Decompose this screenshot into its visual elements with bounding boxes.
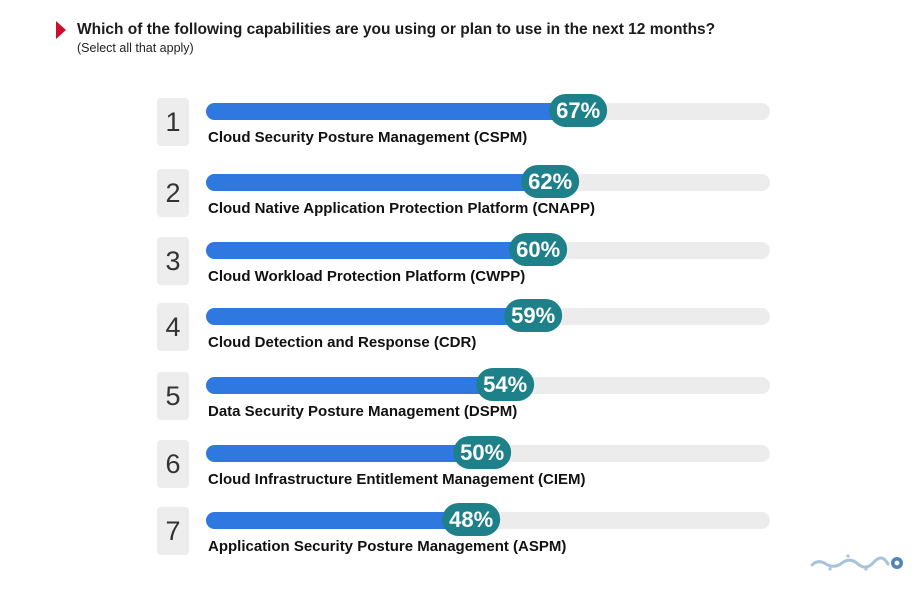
bar: [206, 242, 544, 259]
category-label: Cloud Detection and Response (CDR): [208, 334, 477, 351]
bar-row: 1 67% Cloud Security Posture Management (C…: [0, 94, 924, 158]
value-label: 48%: [442, 503, 501, 536]
category-label: Data Security Posture Management (DSPM): [208, 403, 518, 420]
rank-number: 5: [157, 372, 189, 420]
rank-number: 6: [157, 440, 189, 488]
bar-row: 6 50% Cloud Infrastructure Entitlement Man…: [0, 436, 924, 500]
chart-subtitle: (Select all that apply): [77, 41, 194, 55]
value-label: 54%: [476, 368, 535, 401]
bar: [206, 308, 539, 325]
value-label: 60%: [509, 233, 568, 266]
bar-row: 7 48% Application Security Posture Managem…: [0, 503, 924, 567]
rank-number: 3: [157, 237, 189, 285]
category-label: Cloud Infrastructure Entitlement Managem…: [208, 471, 586, 488]
rank-number: 4: [157, 303, 189, 351]
bar: [206, 512, 477, 529]
watermark-logo-icon: [810, 554, 903, 571]
bar: [206, 174, 556, 191]
bar: [206, 103, 584, 120]
value-label: 67%: [549, 94, 608, 127]
value-label: 62%: [521, 165, 580, 198]
bar-row: 5 54% Data Security Posture Management (DS…: [0, 368, 924, 432]
chart-title: Which of the following capabilities are …: [77, 21, 716, 38]
bar-row: 4 59% Cloud Detection and Response (CDR): [0, 299, 924, 363]
value-label: 59%: [504, 299, 563, 332]
value-label: 50%: [453, 436, 512, 469]
category-label: Cloud Security Posture Management (CSPM): [208, 129, 528, 146]
bar-row: 3 60% Cloud Workload Protection Platform (…: [0, 233, 924, 297]
rank-number: 1: [157, 98, 189, 146]
bar: [206, 377, 511, 394]
rank-number: 7: [157, 507, 189, 555]
category-label: Application Security Posture Management …: [208, 538, 567, 555]
category-label: Cloud Native Application Protection Plat…: [208, 200, 595, 217]
rank-number: 2: [157, 169, 189, 217]
category-label: Cloud Workload Protection Platform (CWPP…: [208, 268, 526, 285]
title-marker-icon: [56, 21, 66, 39]
bar-row: 2 62% Cloud Native Application Protection …: [0, 165, 924, 229]
bar: [206, 445, 488, 462]
